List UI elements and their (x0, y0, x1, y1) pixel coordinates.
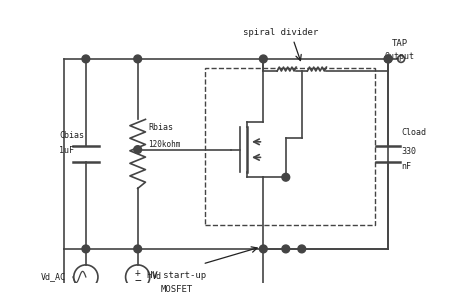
Text: Vd_AC: Vd_AC (41, 273, 66, 281)
Circle shape (134, 55, 142, 63)
Text: TAP: TAP (392, 39, 408, 48)
Text: 120kohm: 120kohm (148, 140, 181, 149)
Text: 330: 330 (401, 147, 416, 156)
Text: MOSFET: MOSFET (160, 285, 192, 295)
Text: 1uF: 1uF (59, 146, 74, 155)
Circle shape (298, 245, 306, 253)
Text: spiral divider: spiral divider (243, 28, 318, 37)
Circle shape (384, 55, 392, 63)
Circle shape (82, 245, 90, 253)
Text: nF: nF (401, 162, 411, 170)
Circle shape (282, 173, 290, 181)
Text: +: + (135, 268, 141, 278)
Circle shape (134, 146, 142, 154)
Circle shape (82, 55, 90, 63)
Text: Output: Output (385, 52, 415, 61)
Circle shape (384, 55, 392, 63)
Text: Vd: Vd (152, 273, 162, 281)
Circle shape (259, 245, 267, 253)
Text: Cbias: Cbias (59, 131, 84, 140)
Bar (205, 67, 375, 225)
Text: Cload: Cload (401, 128, 426, 137)
Circle shape (259, 55, 267, 63)
Text: HV start-up: HV start-up (147, 271, 206, 280)
Circle shape (134, 245, 142, 253)
Text: −: − (134, 276, 141, 286)
Text: Rbias: Rbias (148, 123, 173, 132)
Circle shape (282, 245, 290, 253)
